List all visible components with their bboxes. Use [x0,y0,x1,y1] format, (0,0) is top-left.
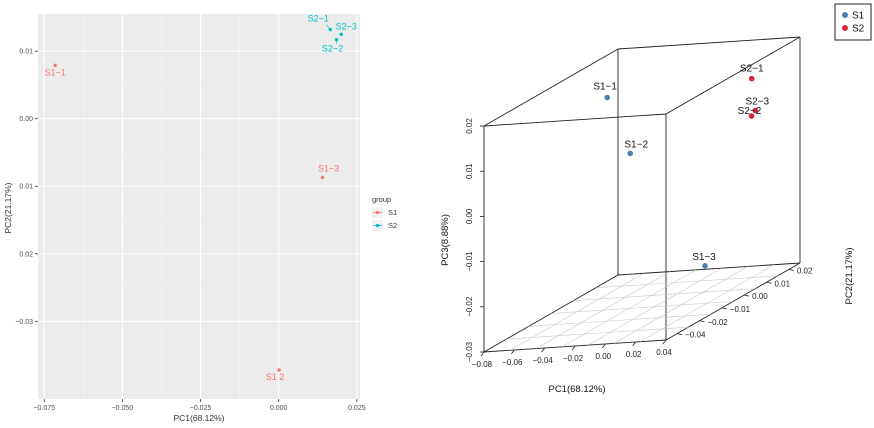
y-tick-label: −0.04 [685,331,706,340]
legend-key-point [842,12,848,18]
data-point-3d [748,113,755,119]
box-edge [483,113,667,127]
floor-gridline [573,288,756,301]
x-tick-label: 0.025 [348,405,366,412]
data-point-3d [604,94,610,101]
x-tick-mark [480,351,485,357]
x-tick-mark [511,349,515,355]
y-tick-label: 0.00 [752,292,768,301]
y-tick-mark [721,307,727,310]
floor-gridline [506,326,689,340]
z-tick-label: 0.00 [465,208,474,224]
y-axis-label-3d: PC2(21.17%) [844,247,855,304]
y-tick-label: 0.00 [19,116,33,123]
box-edge [665,36,801,115]
box-edge [617,262,801,276]
y-axis-label: PC2(21.17%) [3,182,13,233]
x-tick-label: 0.04 [656,348,672,357]
data-point-3d [752,107,759,114]
legend-2d: group S1 S2 [372,195,397,231]
y-tick-mark [766,281,772,284]
legend-key-point [375,210,380,215]
x-tick-label: −0.02 [563,354,584,363]
x-tick-mark [662,339,667,345]
data-point-3d [627,150,634,157]
point-label-3d: S2−2 [738,106,762,117]
z-tick-label: −0.01 [465,251,474,272]
x-tick-label: −0.04 [533,356,554,365]
x-tick-mark [632,341,636,347]
data-point [277,368,281,372]
point-label: S1−3 [318,163,339,173]
z-tick-label: −0.03 [465,341,474,362]
y-tick-label: −0.01 [730,305,751,314]
box-edge [483,48,619,127]
z-tick-label: 0.02 [465,118,474,134]
floor-gridline [528,314,711,327]
legend-key-point [375,223,380,228]
x-tick-mark [571,345,576,351]
floor-gridline [550,301,734,314]
y-tick-label: 0.01 [775,279,791,288]
z-tick-label: 0.01 [465,163,474,179]
legend-key-point [842,25,848,31]
x-tick-label: −0.08 [472,360,493,369]
x-tick-label: −0.06 [502,358,523,367]
data-point [339,32,343,36]
floor-gridline [595,275,778,289]
legend-label: S2 [852,24,865,35]
x-tick-label: 0.00 [596,352,612,361]
point-label-3d: S1−1 [593,82,617,93]
y-tick-mark [788,269,794,271]
panel-background [38,14,360,399]
x-tick-label: −0.075 [33,405,55,412]
pca-3d-plot: −0.08 −0.06 −0.04 −0.02 0.00 0.02 0.040.020.01… [440,3,872,395]
data-point [53,63,57,68]
data-point-3d [748,75,755,82]
legend-label: S1 [388,208,397,217]
y-tick-label: −0.02 [708,318,729,327]
point-label-3d: S1−2 [624,139,648,150]
x-tick-label: −0.025 [190,405,212,412]
x-tick-label: −0.050 [112,405,134,412]
x-axis-label-3d: PC1(68.12%) [548,384,605,395]
y-tick-label: 0.02 [797,266,813,275]
point-label-3d: S1−3 [692,252,716,263]
y-tick-label: 0.01 [19,184,33,191]
legend-title: group [372,195,391,204]
legend-label: S2 [388,221,397,230]
y-tick-label: −0.03 [15,319,33,326]
point-label-3d: S2−3 [745,97,769,108]
point-label: S2−3 [336,21,357,31]
z-axis-label-3d: PC3(8.88%) [440,214,451,266]
point-label-3d: S2−1 [740,64,764,75]
x-tick-mark [541,347,545,353]
point-label: S1 2 [266,372,285,382]
y-tick-mark [744,294,750,297]
x-tick-label: 0.000 [270,405,288,412]
label-connector [326,24,331,30]
x-tick-label: 0.02 [626,350,642,359]
legend-box [834,3,872,41]
data-point [320,175,325,180]
point-label: S1−1 [45,67,66,77]
point-label: S2−2 [322,44,343,54]
y-tick-label: 0.01 [19,49,33,56]
y-tick-mark [677,333,683,335]
y-tick-mark [699,320,705,323]
box-edge [617,36,801,50]
z-tick-label: −0.02 [465,296,474,317]
pca-2d-plot: S1−1 S1−3 S1 2 S2−1 S2−3 S2−2 −0.075 −0.050 −0.… [3,14,397,423]
data-point-3d [702,263,708,269]
point-label: S2−1 [308,14,329,24]
y-tick-label: 0.02 [19,251,33,258]
x-tick-mark [602,343,606,349]
legend-label: S1 [852,11,865,22]
x-axis-label: PC1(68.12%) [173,413,224,423]
